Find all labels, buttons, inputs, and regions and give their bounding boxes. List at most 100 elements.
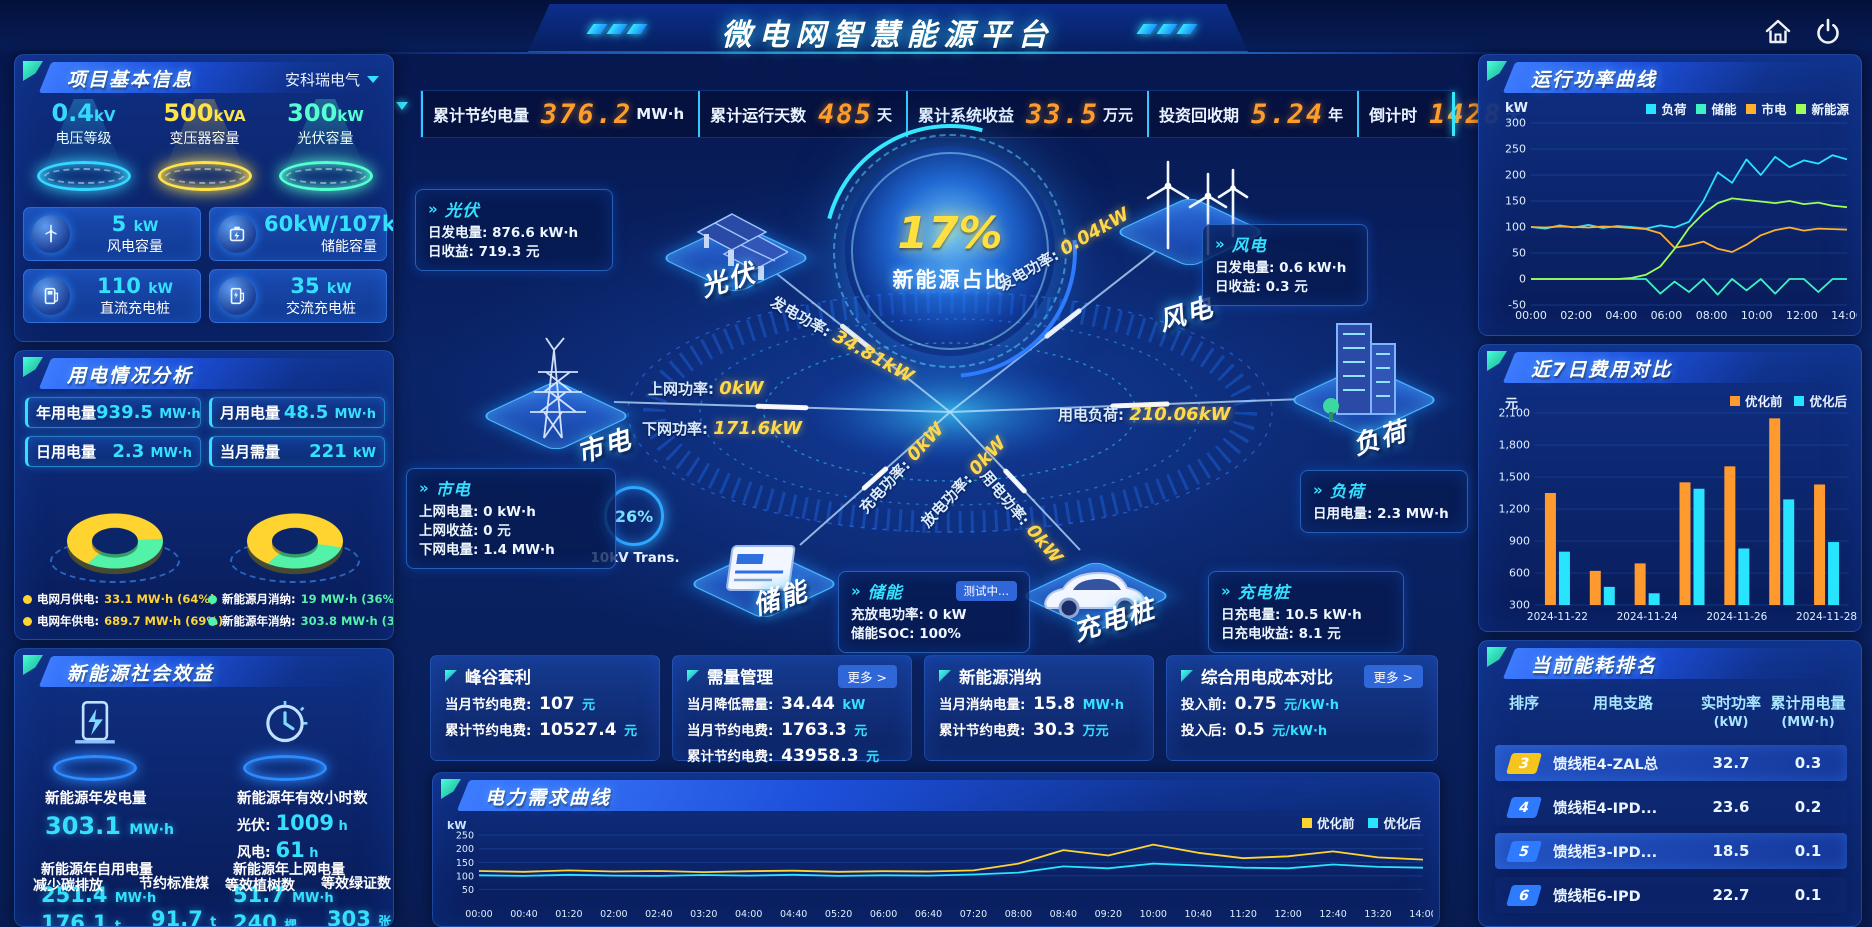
svg-text:1,500: 1,500 — [1499, 471, 1531, 484]
kpi-label: 累计运行天数 — [710, 106, 807, 125]
social-stat-effective-hours: 新能源年有效小时数 光伏: 1009 h 风电: 61 h — [237, 787, 393, 862]
kpi-unit: 年 — [1328, 105, 1344, 124]
svg-text:02:00: 02:00 — [1560, 309, 1592, 322]
svg-text:04:40: 04:40 — [780, 909, 807, 920]
social-stat-label: 减少碳排放 — [33, 878, 103, 894]
hub-card-row: 上网收益: 0 元 — [419, 523, 511, 539]
legend-swatch — [1796, 103, 1807, 114]
hours-clock-icon — [243, 697, 327, 781]
social-stat-value: 91.7 t — [151, 907, 217, 927]
hub-card-title: 风电 — [1231, 236, 1267, 255]
table-row[interactable]: 3 馈线柜4-ZAL总 32.7 0.3 — [1495, 745, 1847, 781]
hub-card-title: 负荷 — [1329, 482, 1365, 501]
capacity-value: 5 kW — [111, 212, 159, 236]
legend-label: 负荷 — [1661, 102, 1687, 117]
dc-charger-icon — [32, 277, 70, 315]
hub-card-title: 光伏 — [444, 201, 480, 220]
legend-item: 新能源 — [1796, 99, 1849, 118]
donut-chart — [67, 513, 163, 569]
legend-label: 优化后 — [1809, 394, 1847, 409]
demand-curve-plot: 250 200 150 100 50 00:00 00:40 01:20 02:00 02:40 0… — [456, 831, 1437, 920]
svg-text:300: 300 — [1505, 117, 1526, 130]
svg-text:08:40: 08:40 — [1050, 909, 1077, 920]
hub-card-title: 市电 — [435, 480, 471, 499]
bottom-card-row: 当月消纳电量: 15.8 MW·h — [939, 694, 1125, 714]
kpi-value: 376.2 — [541, 98, 633, 130]
panel-header: 用电情况分析 — [15, 355, 393, 393]
svg-text:06:40: 06:40 — [915, 909, 942, 920]
realtime-power: 32.7 — [1712, 754, 1750, 772]
svg-text:09:20: 09:20 — [1095, 909, 1122, 920]
kpi-item-2: 累计系统收益 33.5 万元 — [905, 91, 1147, 137]
more-button[interactable]: 更多 > — [1363, 664, 1423, 688]
capacity-item-1: 60kW/107kWh 储能容量 — [209, 207, 393, 261]
svg-text:04:00: 04:00 — [1605, 309, 1637, 322]
chevron-right-icon: » — [1215, 235, 1225, 253]
social-stat-label: 新能源年有效小时数 — [237, 791, 368, 807]
pedestal-value: 300kW — [287, 99, 364, 127]
hub-card-grid: » 市电 上网电量: 0 kW·h 上网收益: 0 元下网电量: 1.4 MW·h — [406, 468, 616, 569]
legend-label: 优化前 — [1744, 394, 1783, 409]
svg-text:03:20: 03:20 — [690, 909, 717, 920]
svg-text:50: 50 — [462, 885, 474, 896]
ranking-column-header: 用电支路 — [1592, 694, 1653, 712]
svg-text:00:00: 00:00 — [465, 909, 492, 920]
legend-label: 新能源 — [1811, 102, 1849, 117]
generation-icon — [53, 697, 137, 781]
svg-text:300: 300 — [1509, 599, 1530, 612]
hub-card-row: 日发电量: 876.6 kW·h — [428, 225, 579, 241]
table-row[interactable]: 6 馈线柜6-IPD 22.7 0.1 — [1495, 877, 1847, 913]
power-icon[interactable] — [1812, 16, 1844, 48]
card-corner-icon — [687, 670, 699, 682]
hub-card-row: 上网电量: 0 kW·h — [419, 504, 536, 520]
table-row[interactable]: 5 馈线柜3-IPD... 18.5 0.1 — [1495, 833, 1847, 869]
pedestal-stat-0: 0.4kV 电压等级 — [23, 99, 144, 203]
hub-card-row: 下网电量: 1.4 MW·h — [419, 542, 555, 558]
social-stat-label: 节约标准煤 — [139, 876, 209, 892]
bottom-card-title: 需量管理 — [707, 668, 773, 687]
branch-name: 馈线柜4-IPD... — [1553, 800, 1658, 817]
home-icon[interactable] — [1762, 16, 1794, 48]
donut-month — [25, 481, 205, 585]
svg-text:01:20: 01:20 — [555, 909, 582, 920]
hub-card-pv: » 光伏日发电量: 876.6 kW·h 日收益: 719.3 元 — [415, 189, 613, 271]
svg-text:2024-11-24: 2024-11-24 — [1617, 611, 1678, 623]
kpi-item-1: 累计运行天数 485 天 — [698, 91, 906, 137]
rank-badge: 6 — [1505, 884, 1543, 906]
hub-card-row: 日充电收益: 8.1 元 — [1221, 626, 1341, 642]
panel-header: 新能源社会效益 — [15, 653, 393, 691]
bottom-card-title: 综合用电成本对比 — [1201, 668, 1333, 687]
social-stat-value: 51.7 MW·h — [233, 883, 334, 907]
panel-corner-icon — [23, 61, 43, 81]
branch-name: 馈线柜6-IPD — [1553, 888, 1641, 905]
panel-header: 当前能耗排名 — [1479, 645, 1861, 683]
rank-badge: 3 — [1505, 752, 1543, 774]
project-selector-dropdown[interactable]: 安科瑞电气 — [285, 69, 379, 90]
page-title: 微电网智慧能源平台 — [721, 18, 1055, 53]
legend-item: 市电 — [1746, 99, 1786, 118]
chevron-down-icon — [367, 76, 379, 83]
realtime-power: 18.5 — [1712, 842, 1750, 860]
panel-corner-icon — [1487, 351, 1507, 371]
hub-card-wind: » 风电 日发电量: 0.6 kW·h 日收益: 0.3 元 — [1202, 224, 1368, 306]
kpi-unit: MW·h — [636, 105, 685, 123]
bottom-card-2: 新能源消纳 当月消纳电量: 15.8 MW·h 累计节约电费: 30.3 万元 — [924, 655, 1154, 761]
svg-text:2024-11-28: 2024-11-28 — [1796, 611, 1857, 623]
capacity-item-3: 35 kW 交流充电桩 — [209, 269, 387, 323]
legend-item: 优化前 — [1729, 391, 1783, 410]
more-button[interactable]: 更多 > — [837, 664, 897, 688]
pedestal-value: 0.4kV — [51, 99, 116, 127]
chevron-right-icon: » — [428, 200, 438, 218]
social-stat-value: 251.4 MW·h — [41, 883, 157, 907]
panel-project-info: 项目基本信息 安科瑞电气 0.4kV 电压等级 500kVA 变压器容量 300kW 光伏… — [14, 54, 394, 342]
hub-card-row: 日收益: 719.3 元 — [428, 244, 540, 260]
realtime-power: 23.6 — [1712, 798, 1750, 816]
testing-badge[interactable]: 测试中... — [955, 581, 1017, 601]
kpi-item-0: 累计节约电量 376.2 MW·h — [421, 91, 698, 137]
title-decoration-left — [586, 24, 654, 34]
hub-card-title: 充电桩 — [1237, 583, 1291, 602]
table-row[interactable]: 4 馈线柜4-IPD... 23.6 0.2 — [1495, 789, 1847, 825]
stat-value: 221 kW — [309, 441, 376, 462]
